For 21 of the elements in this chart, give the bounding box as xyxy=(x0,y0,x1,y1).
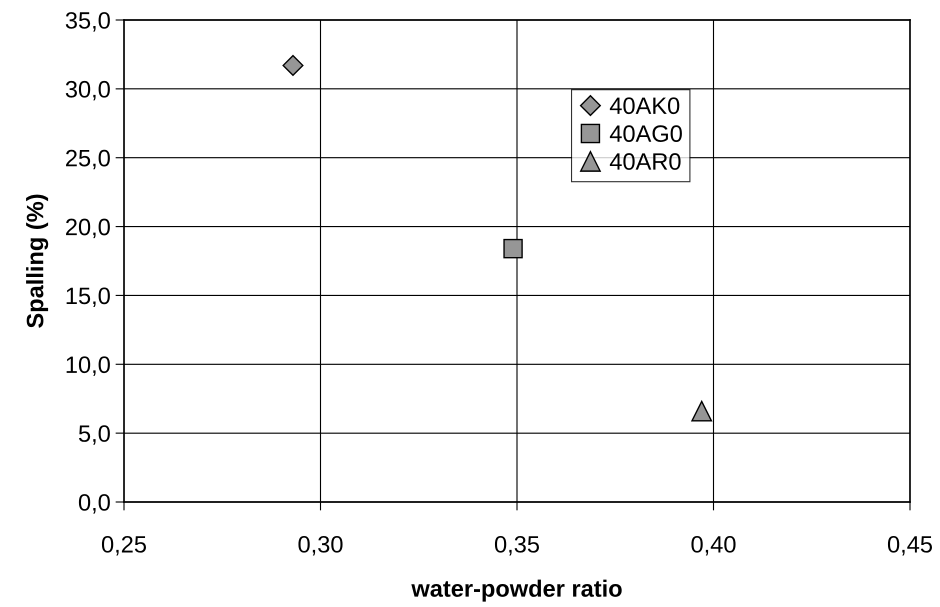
y-tick-label: 25,0 xyxy=(66,150,110,170)
legend-label: 40AG0 xyxy=(610,125,682,142)
legend-label: 40AK0 xyxy=(610,97,680,114)
y-tick-label: 30,0 xyxy=(66,80,110,100)
x-tick-label: 0,35 xyxy=(494,536,539,556)
point xyxy=(282,54,304,76)
y-tick-label: 35,0 xyxy=(66,12,110,32)
y-tick-label: 5,0 xyxy=(78,425,110,445)
y-axis-title: Spalling (%) xyxy=(26,194,48,328)
point xyxy=(691,400,712,422)
point xyxy=(503,238,523,258)
y-tick-label: 20,0 xyxy=(66,218,110,238)
x-axis-title: water-powder ratio xyxy=(411,580,622,602)
x-tick-label: 0,25 xyxy=(102,536,146,556)
x-tick-label: 0,40 xyxy=(691,536,736,556)
x-tick-label: 0,30 xyxy=(298,536,343,556)
y-tick-label: 0,0 xyxy=(78,494,110,514)
x-tick-label: 0,45 xyxy=(888,536,932,556)
y-tick-label: 10,0 xyxy=(66,356,110,376)
legend-label: 40AR0 xyxy=(610,153,681,170)
y-tick-label: 15,0 xyxy=(66,287,110,308)
